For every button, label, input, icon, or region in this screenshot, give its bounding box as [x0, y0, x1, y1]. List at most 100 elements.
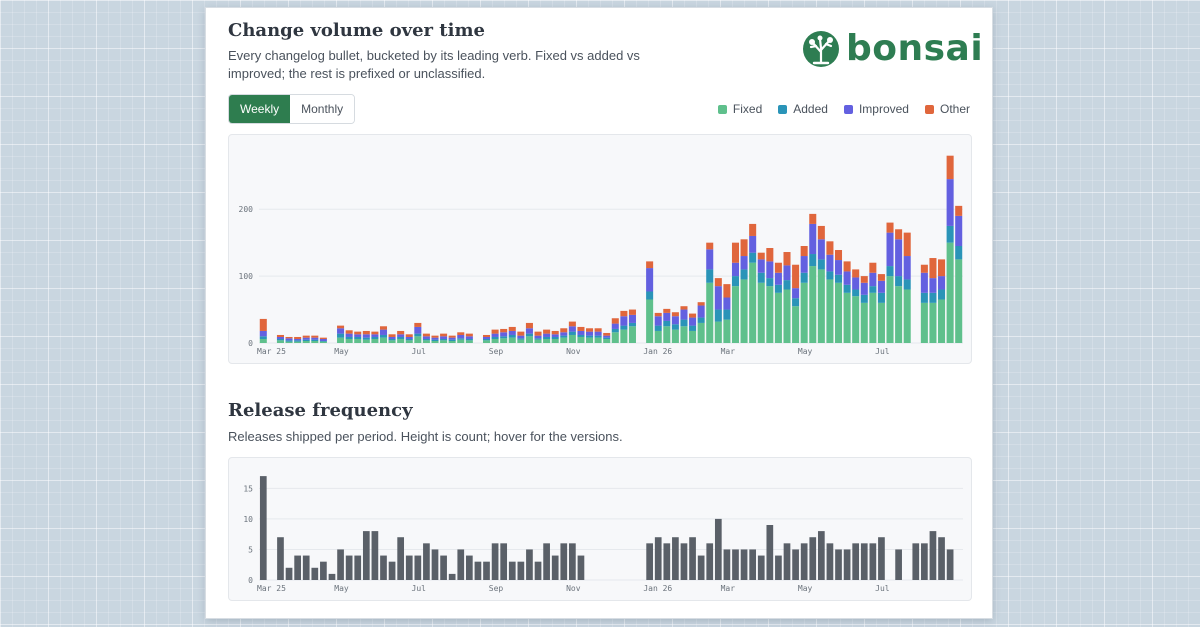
bar-fixed[interactable]	[362, 339, 370, 343]
bar-added[interactable]	[714, 309, 722, 322]
bar-added[interactable]	[508, 334, 516, 338]
bar-improved[interactable]	[740, 256, 748, 270]
legend-improved[interactable]: Improved	[843, 102, 909, 116]
bar-other[interactable]	[706, 242, 714, 250]
bar-added[interactable]	[259, 336, 267, 339]
bar-other[interactable]	[534, 331, 542, 336]
bar-added[interactable]	[680, 319, 688, 327]
bar-fixed[interactable]	[697, 322, 705, 343]
bar-other[interactable]	[577, 326, 585, 331]
bar-fixed[interactable]	[895, 286, 903, 343]
bar-improved[interactable]	[397, 334, 405, 337]
bar-added[interactable]	[938, 289, 946, 300]
bar-added[interactable]	[800, 272, 808, 283]
release-bar[interactable]	[294, 555, 301, 580]
bar-other[interactable]	[500, 328, 508, 333]
bar-fixed[interactable]	[594, 337, 602, 343]
release-bar[interactable]	[714, 518, 722, 580]
bar-added[interactable]	[843, 284, 851, 293]
bar-improved[interactable]	[448, 337, 456, 340]
bar-added[interactable]	[611, 328, 619, 333]
bar-added[interactable]	[362, 337, 370, 340]
bar-improved[interactable]	[302, 337, 310, 340]
bar-added[interactable]	[551, 336, 559, 339]
bar-improved[interactable]	[689, 317, 697, 326]
bar-fixed[interactable]	[714, 321, 722, 343]
release-bar[interactable]	[371, 531, 379, 580]
bar-improved[interactable]	[311, 337, 319, 340]
bar-fixed[interactable]	[792, 306, 800, 343]
bar-fixed[interactable]	[551, 338, 559, 343]
release-bar[interactable]	[860, 543, 868, 580]
bar-other[interactable]	[465, 333, 473, 337]
bar-fixed[interactable]	[826, 279, 834, 343]
bar-added[interactable]	[852, 289, 860, 297]
bar-added[interactable]	[388, 338, 396, 341]
bar-added[interactable]	[568, 331, 576, 335]
bar-improved[interactable]	[706, 249, 714, 270]
release-bar[interactable]	[654, 537, 662, 580]
bar-other[interactable]	[843, 261, 851, 272]
bar-improved[interactable]	[285, 338, 293, 341]
bar-fixed[interactable]	[877, 302, 885, 343]
release-bar[interactable]	[414, 555, 422, 580]
release-bar[interactable]	[431, 549, 439, 580]
release-bar[interactable]	[259, 476, 267, 580]
bar-other[interactable]	[826, 241, 834, 255]
bar-added[interactable]	[397, 336, 405, 339]
bar-fixed[interactable]	[388, 340, 396, 343]
weekly-button[interactable]: Weekly	[229, 95, 291, 123]
bar-fixed[interactable]	[611, 332, 619, 343]
bar-other[interactable]	[757, 252, 765, 260]
release-bar[interactable]	[809, 537, 817, 580]
release-bar[interactable]	[912, 543, 920, 580]
bar-fixed[interactable]	[757, 282, 765, 343]
bar-fixed[interactable]	[774, 292, 782, 343]
bar-added[interactable]	[809, 254, 817, 267]
bar-fixed[interactable]	[620, 329, 628, 343]
bar-improved[interactable]	[714, 286, 722, 310]
bar-fixed[interactable]	[422, 340, 430, 343]
bar-other[interactable]	[319, 337, 327, 339]
bar-improved[interactable]	[465, 336, 473, 339]
bar-fixed[interactable]	[491, 338, 499, 343]
bar-other[interactable]	[603, 332, 611, 336]
bar-other[interactable]	[792, 264, 800, 289]
bar-fixed[interactable]	[311, 340, 319, 343]
legend-added[interactable]: Added	[778, 102, 828, 116]
bar-fixed[interactable]	[397, 338, 405, 343]
bar-other[interactable]	[946, 155, 954, 180]
release-bar[interactable]	[474, 561, 482, 580]
bar-other[interactable]	[663, 308, 671, 313]
bar-added[interactable]	[826, 271, 834, 280]
bar-added[interactable]	[345, 336, 353, 339]
bar-other[interactable]	[886, 222, 894, 233]
release-bar[interactable]	[826, 543, 834, 580]
bar-improved[interactable]	[560, 332, 568, 336]
bar-improved[interactable]	[869, 272, 877, 287]
bar-improved[interactable]	[517, 335, 525, 339]
bar-added[interactable]	[491, 336, 499, 339]
bar-fixed[interactable]	[508, 337, 516, 343]
bar-other[interactable]	[457, 332, 465, 335]
bar-added[interactable]	[903, 279, 911, 290]
bar-added[interactable]	[440, 338, 448, 341]
bar-added[interactable]	[620, 325, 628, 330]
bar-fixed[interactable]	[646, 299, 654, 343]
legend-other[interactable]: Other	[924, 102, 970, 116]
bar-other[interactable]	[508, 326, 516, 331]
release-bar[interactable]	[723, 549, 731, 580]
bar-other[interactable]	[276, 334, 284, 337]
bar-other[interactable]	[834, 250, 843, 261]
bar-fixed[interactable]	[929, 302, 937, 343]
bar-fixed[interactable]	[749, 262, 757, 343]
bar-improved[interactable]	[946, 179, 954, 226]
bar-improved[interactable]	[457, 334, 465, 339]
bar-added[interactable]	[946, 225, 954, 243]
release-bar[interactable]	[423, 543, 430, 580]
release-bar[interactable]	[921, 543, 928, 580]
bar-improved[interactable]	[500, 332, 508, 337]
bar-improved[interactable]	[800, 256, 808, 273]
bar-other[interactable]	[920, 264, 928, 273]
release-bar[interactable]	[405, 555, 413, 580]
